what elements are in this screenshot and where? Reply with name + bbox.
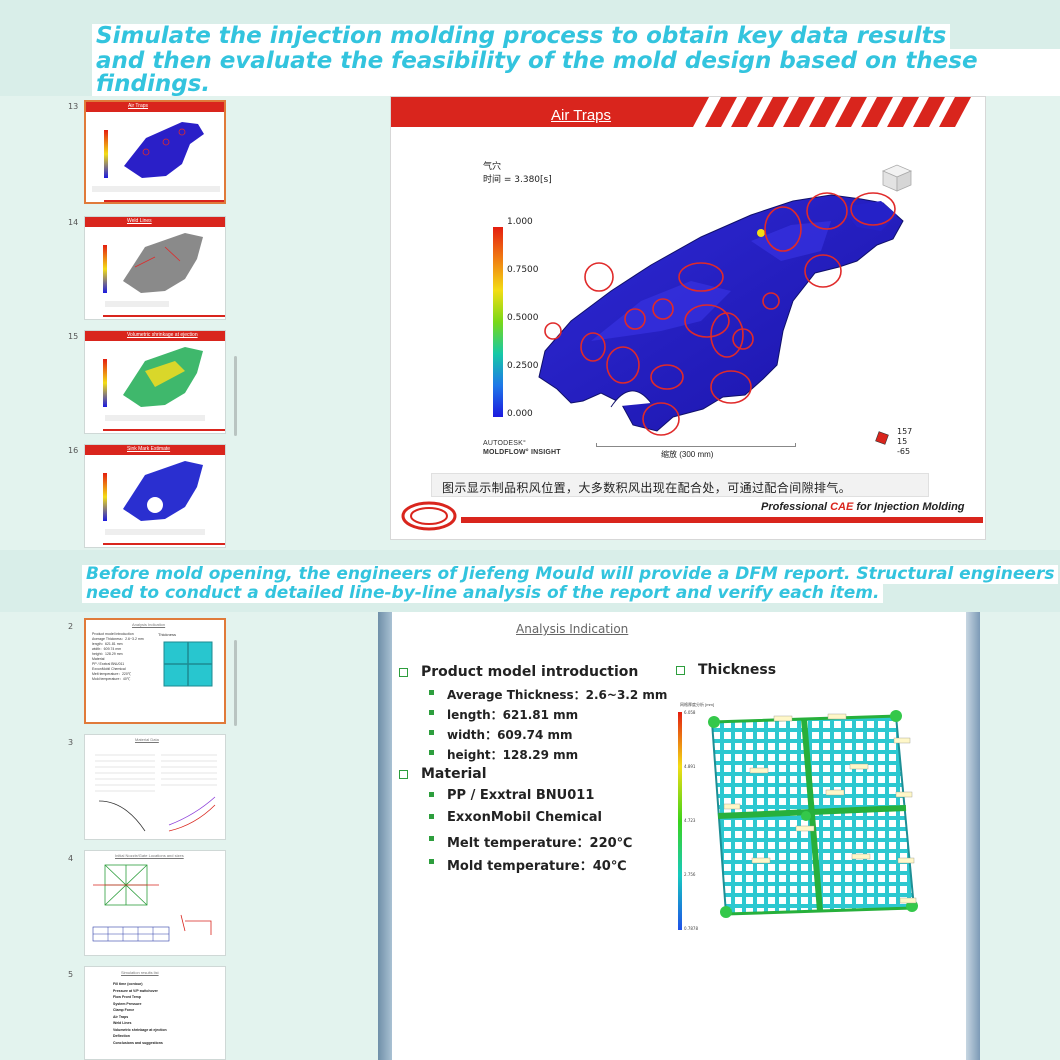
- coord-x: 157: [897, 427, 913, 436]
- result-time: 时间 = 3.380[s]: [483, 175, 552, 185]
- footer-bar: [461, 517, 983, 523]
- legend-label: 0.000: [507, 409, 533, 419]
- thickness-legend-label: 2.756: [684, 872, 696, 877]
- slide-thumbnail-4[interactable]: Initial Nozzle/Gate Locations and sizes: [84, 850, 226, 956]
- mid-banner-line1: Before mold opening, the engineers of Ji…: [82, 565, 1059, 584]
- slide-number: 3: [68, 738, 74, 747]
- slide-number: 2: [68, 622, 74, 631]
- slide-number: 15: [68, 332, 79, 341]
- thumb-airtraps-preview: [92, 122, 224, 202]
- product-heading: Product model introduction: [398, 664, 639, 680]
- legend-label: 0.7500: [507, 265, 539, 275]
- part-model-thickness-grid: [708, 710, 918, 918]
- product-item: length：621.81 mm: [428, 708, 579, 722]
- slide-analysis-indication: Analysis Indication Product model introd…: [378, 612, 980, 1060]
- thumbnail-scrollbar-2[interactable]: [234, 640, 237, 726]
- material-item: ExxonMobil Chemical: [429, 810, 602, 825]
- mid-banner-line2: need to conduct a detailed line-by-line …: [82, 584, 884, 603]
- slide-number: 13: [68, 102, 79, 111]
- slide-thumbnail-16[interactable]: Sink Mark Estimate: [84, 444, 226, 548]
- coordinate-readout: 157 15 -65: [897, 427, 912, 457]
- slide-air-traps: Air Traps 气穴 时间 = 3.380[s] 1.000 0.7500 …: [390, 96, 986, 540]
- slide-title: Air Traps: [551, 107, 612, 124]
- slide-thumbnail-strip-2: 2 Analysis Indication Product model intr…: [60, 612, 240, 1060]
- slide-number: 5: [68, 970, 74, 979]
- result-name: 气穴: [483, 162, 502, 172]
- result-meta: 气穴 时间 = 3.380[s]: [483, 161, 552, 187]
- coord-y: 15: [897, 437, 908, 446]
- color-legend-bar: [493, 227, 503, 417]
- thumb-material-preview: [95, 754, 217, 832]
- legend-label: 0.2500: [507, 361, 539, 371]
- thumb-sinkmark-preview: [103, 461, 225, 545]
- slide-number: 14: [68, 218, 79, 227]
- slide-caption: 图示显示制品积风位置，大多数积风出现在配合处，可通过配合间隙排气。: [431, 473, 929, 497]
- thickness-legend-bar: [678, 712, 682, 930]
- material-heading: Material: [399, 766, 487, 782]
- thumb-title: Volumetric shrinkage at ejection: [127, 332, 198, 338]
- axis-triad-icon: [875, 431, 889, 445]
- thickness-legend-label: 4.723: [684, 818, 696, 823]
- thumb-gates-preview: [92, 864, 212, 942]
- slide-thumbnail-14[interactable]: Weld Lines: [84, 216, 226, 320]
- slide-thumbnail-strip-1: 13 Air Traps 14 Weld Lines 15 Volumetric…: [60, 96, 240, 550]
- autodesk-moldflow-logo: AUTODESK° MOLDFLOW° INSIGHT: [483, 439, 561, 457]
- footer-tagline: Professional CAE for Injection Molding: [761, 501, 965, 513]
- thickness-legend-label: 4.891: [684, 764, 696, 769]
- part-model-air-traps: [538, 192, 904, 436]
- product-item: height：128.29 mm: [428, 748, 579, 762]
- caption-text: 图示显示制品积风位置，大多数积风出现在配合处，可通过配合间隙排气。: [442, 481, 852, 495]
- thumbnail-scrollbar-1[interactable]: [234, 356, 237, 436]
- company-logo: [401, 501, 457, 531]
- legend-label: 0.5000: [507, 313, 539, 323]
- scale-bar: [596, 443, 796, 447]
- brand-line1: AUTODESK°: [483, 440, 526, 447]
- brand-line2: MOLDFLOW° INSIGHT: [483, 449, 561, 456]
- thumb-title: Air Traps: [128, 103, 149, 109]
- thumb-weldlines-preview: [103, 233, 225, 317]
- thumb-title: Weld Lines: [127, 218, 152, 224]
- material-item: Melt temperature：220℃: [428, 832, 632, 851]
- thickness-heading: Thickness: [675, 662, 777, 678]
- coord-z: -65: [897, 447, 911, 456]
- slide-thumbnail-5[interactable]: Simulation results list Fill time (conto…: [84, 966, 226, 1060]
- thickness-legend-label: 0.7878: [684, 926, 698, 931]
- top-banner-line2: and then evaluate the feasibility of the…: [92, 49, 1060, 97]
- material-item: Mold temperature：40℃: [429, 855, 627, 874]
- thumb5-list: Fill time (contour) Pressure at V/P swit…: [113, 982, 167, 1045]
- slide-header-bar: [391, 97, 971, 127]
- scale-label: 缩放 (300 mm): [661, 450, 714, 459]
- slide-right-decoration: [966, 612, 980, 1060]
- top-banner: Simulate the injection molding process t…: [92, 24, 1060, 97]
- thumb-title: Sink Mark Estimate: [127, 446, 171, 452]
- thickness-legend-title: 网格厚度分析 [mm]: [680, 702, 714, 707]
- slide-left-decoration: [378, 612, 392, 1060]
- legend-label: 1.000: [507, 217, 533, 227]
- thumb-grid-preview: [163, 641, 213, 687]
- thumb2-text: Product model introduction Average Thick…: [92, 632, 144, 681]
- slide-thumbnail-3[interactable]: Material Data: [84, 734, 226, 840]
- slide-title: Analysis Indication: [516, 622, 629, 636]
- middle-banner: Before mold opening, the engineers of Ji…: [82, 565, 1060, 603]
- thickness-legend-label: 6.058: [684, 710, 696, 715]
- product-item: Average Thickness：2.6~3.2 mm: [428, 688, 668, 702]
- slide-thumbnail-13[interactable]: Air Traps: [84, 100, 226, 204]
- slide-thumbnail-15[interactable]: Volumetric shrinkage at ejection: [84, 330, 226, 434]
- product-item: width：609.74 mm: [429, 728, 573, 742]
- slide-number: 16: [68, 446, 79, 455]
- slide-thumbnail-2[interactable]: Analysis Indication Product model introd…: [84, 618, 226, 724]
- top-banner-line1: Simulate the injection molding process t…: [92, 24, 951, 49]
- material-item: PP / Exxtral BNU011: [428, 788, 595, 803]
- view-cube-icon[interactable]: [879, 163, 915, 193]
- thumb-shrinkage-preview: [103, 347, 225, 431]
- slide-number: 4: [68, 854, 74, 863]
